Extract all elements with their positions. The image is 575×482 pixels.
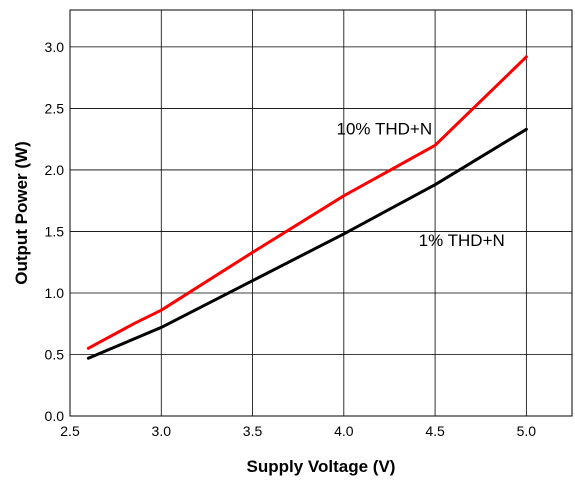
y-tick-label: 1.5 bbox=[45, 223, 65, 239]
tick-labels: 2.5 3.0 3.5 4.0 4.5 5.0 0.0 0.5 1.0 1.5 2.0 2.5 3.0 bbox=[45, 39, 537, 439]
annotation-10pct-thdn: 10% THD+N bbox=[337, 119, 433, 138]
y-tick-label: 2.0 bbox=[45, 162, 65, 178]
series-line-1pct-thdn bbox=[86, 127, 528, 360]
x-tick-label: 4.5 bbox=[425, 423, 445, 439]
plot-area-frame bbox=[69, 9, 573, 417]
x-tick-label: 3.0 bbox=[152, 423, 172, 439]
x-axis-title: Supply Voltage (V) bbox=[247, 457, 396, 476]
y-axis-title: Output Power (W) bbox=[12, 141, 31, 285]
annotation-1pct-thdn: 1% THD+N bbox=[419, 231, 505, 250]
x-tick-label: 5.0 bbox=[517, 423, 537, 439]
y-tick-label: 2.5 bbox=[45, 100, 65, 116]
grid-lines bbox=[70, 10, 572, 416]
x-tick-label: 2.5 bbox=[60, 423, 80, 439]
x-tick-label: 4.0 bbox=[334, 423, 354, 439]
y-tick-label: 0.0 bbox=[45, 408, 65, 424]
y-tick-label: 1.0 bbox=[45, 285, 65, 301]
series-line-10pct-thdn bbox=[86, 55, 528, 350]
y-tick-label: 3.0 bbox=[45, 39, 65, 55]
series-lines bbox=[86, 55, 528, 360]
y-tick-label: 0.5 bbox=[45, 346, 65, 362]
x-tick-label: 3.5 bbox=[243, 423, 263, 439]
